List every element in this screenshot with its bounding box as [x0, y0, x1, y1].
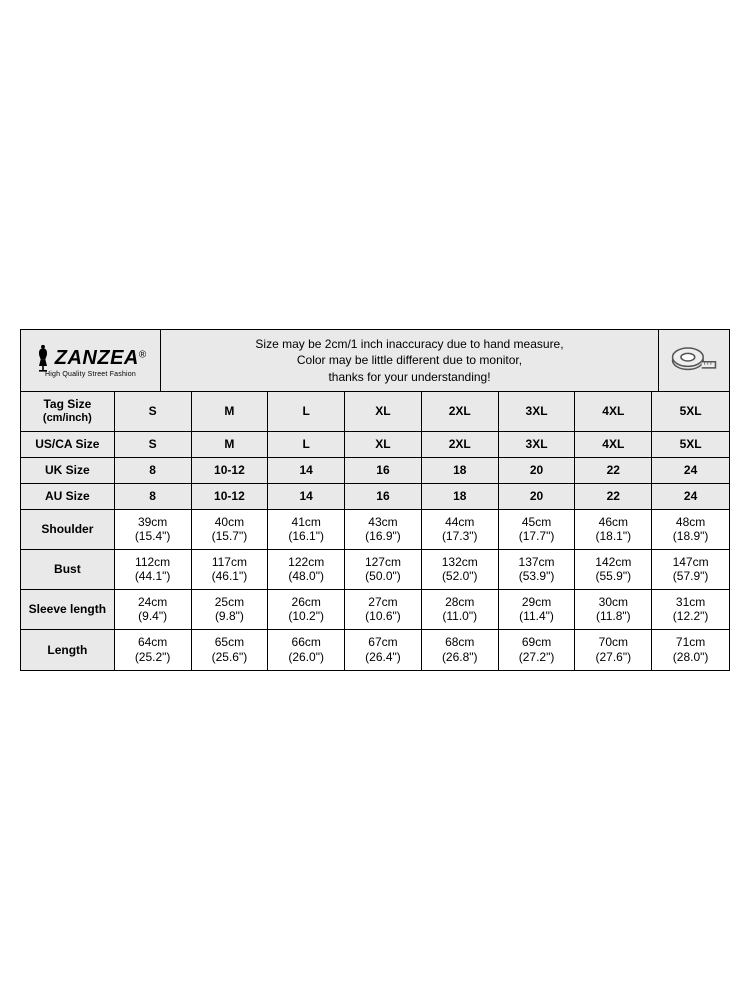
row-shoulder: Shoulder 39cm(15.4") 40cm(15.7") 41cm(16…	[21, 510, 729, 550]
label-length: Length	[21, 630, 115, 670]
cell-tag-5xl: 5XL	[652, 392, 729, 431]
cell-tag-4xl: 4XL	[575, 392, 652, 431]
cell-bust: 137cm(53.9")	[499, 550, 576, 589]
cell-sleeve: 25cm(9.8")	[192, 590, 269, 629]
label-bust: Bust	[21, 550, 115, 589]
row-bust: Bust 112cm(44.1") 117cm(46.1") 122cm(48.…	[21, 550, 729, 590]
cell-uk: 14	[268, 458, 345, 483]
cell-shoulder: 41cm(16.1")	[268, 510, 345, 549]
cell-uk: 10-12	[192, 458, 269, 483]
cell-au: 18	[422, 484, 499, 509]
cell-au: 16	[345, 484, 422, 509]
cell-shoulder: 39cm(15.4")	[115, 510, 192, 549]
cell-usca: XL	[345, 432, 422, 457]
cell-usca: S	[115, 432, 192, 457]
cell-tag-2xl: 2XL	[422, 392, 499, 431]
cell-uk: 18	[422, 458, 499, 483]
tape-measure-icon	[671, 343, 717, 379]
row-au: AU Size 8 10-12 14 16 18 20 22 24	[21, 484, 729, 510]
cell-bust: 147cm(57.9")	[652, 550, 729, 589]
cell-shoulder: 43cm(16.9")	[345, 510, 422, 549]
cell-uk: 20	[499, 458, 576, 483]
cell-sleeve: 29cm(11.4")	[499, 590, 576, 629]
mannequin-icon	[35, 343, 51, 373]
cell-tag-3xl: 3XL	[499, 392, 576, 431]
cell-uk: 22	[575, 458, 652, 483]
cell-bust: 132cm(52.0")	[422, 550, 499, 589]
label-sleeve: Sleeve length	[21, 590, 115, 629]
cell-tag-l: L	[268, 392, 345, 431]
cell-tag-s: S	[115, 392, 192, 431]
cell-bust: 127cm(50.0")	[345, 550, 422, 589]
cell-sleeve: 27cm(10.6")	[345, 590, 422, 629]
cell-shoulder: 40cm(15.7")	[192, 510, 269, 549]
cell-bust: 122cm(48.0")	[268, 550, 345, 589]
cell-au: 10-12	[192, 484, 269, 509]
cell-shoulder: 45cm(17.7")	[499, 510, 576, 549]
cell-bust: 142cm(55.9")	[575, 550, 652, 589]
cell-sleeve: 26cm(10.2")	[268, 590, 345, 629]
cell-length: 68cm(26.8")	[422, 630, 499, 670]
size-chart-table: ZANZEA® High Quality Street Fashion Size…	[20, 329, 730, 671]
page: ZANZEA® High Quality Street Fashion Size…	[0, 0, 750, 1000]
cell-sleeve: 31cm(12.2")	[652, 590, 729, 629]
cell-sleeve: 28cm(11.0")	[422, 590, 499, 629]
cell-au: 24	[652, 484, 729, 509]
header-note-line: Color may be little different due to mon…	[297, 352, 522, 368]
header-note-line: thanks for your understanding!	[328, 369, 490, 385]
cell-sleeve: 24cm(9.4")	[115, 590, 192, 629]
cell-au: 8	[115, 484, 192, 509]
cell-usca: 2XL	[422, 432, 499, 457]
cell-au: 14	[268, 484, 345, 509]
cell-length: 70cm(27.6")	[575, 630, 652, 670]
registered-mark: ®	[139, 349, 146, 360]
label-uk: UK Size	[21, 458, 115, 483]
cell-bust: 117cm(46.1")	[192, 550, 269, 589]
cell-shoulder: 44cm(17.3")	[422, 510, 499, 549]
brand-name: ZANZEA	[55, 347, 139, 369]
cell-tag-xl: XL	[345, 392, 422, 431]
cell-length: 64cm(25.2")	[115, 630, 192, 670]
cell-shoulder: 48cm(18.9")	[652, 510, 729, 549]
label-shoulder: Shoulder	[21, 510, 115, 549]
cell-uk: 16	[345, 458, 422, 483]
cell-uk: 24	[652, 458, 729, 483]
cell-au: 22	[575, 484, 652, 509]
cell-usca: 4XL	[575, 432, 652, 457]
cell-uk: 8	[115, 458, 192, 483]
row-uk: UK Size 8 10-12 14 16 18 20 22 24	[21, 458, 729, 484]
cell-usca: 5XL	[652, 432, 729, 457]
cell-shoulder: 46cm(18.1")	[575, 510, 652, 549]
row-sleeve: Sleeve length 24cm(9.4") 25cm(9.8") 26cm…	[21, 590, 729, 630]
label-au: AU Size	[21, 484, 115, 509]
brand-tagline: High Quality Street Fashion	[45, 371, 136, 378]
row-usca: US/CA Size S M L XL 2XL 3XL 4XL 5XL	[21, 432, 729, 458]
label-tag-size: Tag Size (cm/inch)	[21, 392, 115, 431]
cell-usca: L	[268, 432, 345, 457]
row-length: Length 64cm(25.2") 65cm(25.6") 66cm(26.0…	[21, 630, 729, 670]
cell-length: 69cm(27.2")	[499, 630, 576, 670]
cell-bust: 112cm(44.1")	[115, 550, 192, 589]
header-note-line: Size may be 2cm/1 inch inaccuracy due to…	[255, 336, 563, 352]
row-tag-size: Tag Size (cm/inch) S M L XL 2XL 3XL 4XL …	[21, 392, 729, 432]
cell-sleeve: 30cm(11.8")	[575, 590, 652, 629]
tape-measure-cell	[659, 330, 729, 391]
header-row: ZANZEA® High Quality Street Fashion Size…	[21, 330, 729, 392]
cell-tag-m: M	[192, 392, 269, 431]
label-usca: US/CA Size	[21, 432, 115, 457]
cell-length: 71cm(28.0")	[652, 630, 729, 670]
cell-length: 66cm(26.0")	[268, 630, 345, 670]
header-note: Size may be 2cm/1 inch inaccuracy due to…	[161, 330, 659, 391]
cell-length: 65cm(25.6")	[192, 630, 269, 670]
cell-usca: M	[192, 432, 269, 457]
cell-usca: 3XL	[499, 432, 576, 457]
brand-cell: ZANZEA® High Quality Street Fashion	[21, 330, 161, 391]
cell-au: 20	[499, 484, 576, 509]
cell-length: 67cm(26.4")	[345, 630, 422, 670]
